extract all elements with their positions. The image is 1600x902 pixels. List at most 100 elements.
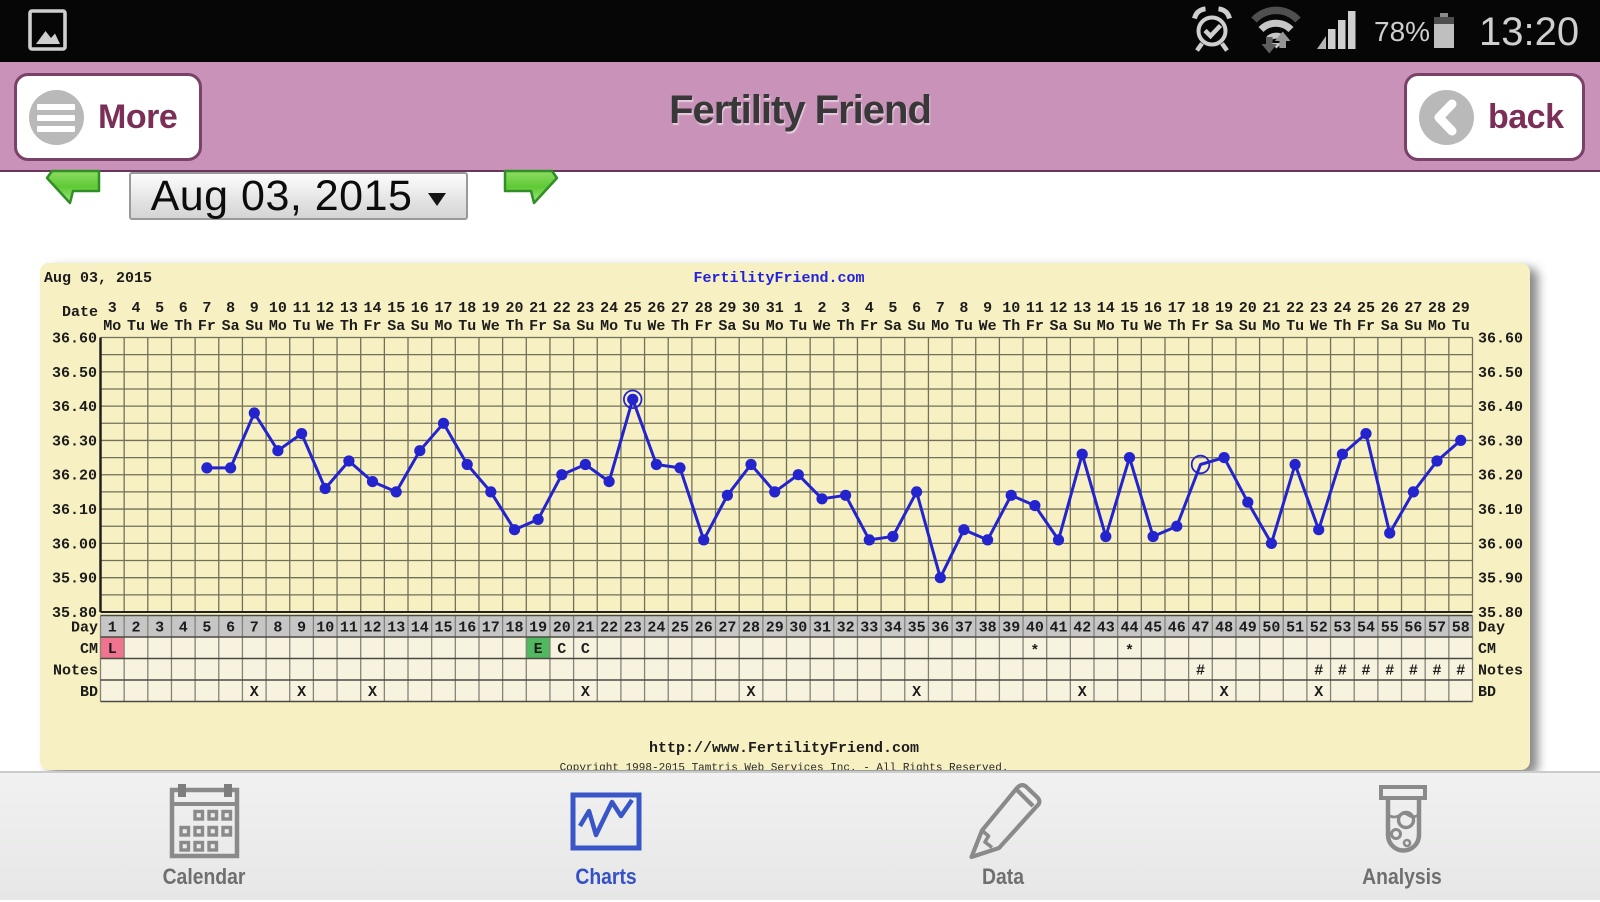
svg-text:X: X	[368, 684, 377, 701]
svg-text:36.50: 36.50	[52, 365, 97, 382]
svg-text:Sa: Sa	[1049, 318, 1067, 335]
svg-text:48: 48	[1215, 620, 1233, 637]
svg-text:22: 22	[600, 620, 618, 637]
svg-text:58: 58	[1452, 620, 1470, 637]
svg-text:#: #	[1409, 663, 1418, 680]
svg-text:X: X	[912, 684, 921, 701]
svg-text:19: 19	[482, 300, 500, 317]
svg-text:We: We	[151, 318, 169, 335]
svg-text:25: 25	[1357, 300, 1375, 317]
svg-text:Mo: Mo	[269, 318, 287, 335]
svg-text:29: 29	[766, 620, 784, 637]
svg-text:We: We	[979, 318, 997, 335]
svg-text:45: 45	[1144, 620, 1162, 637]
svg-text:33: 33	[860, 620, 878, 637]
svg-text:We: We	[482, 318, 500, 335]
svg-text:#: #	[1314, 663, 1323, 680]
svg-text:Tu: Tu	[1120, 318, 1138, 335]
svg-text:12: 12	[363, 620, 381, 637]
svg-text:4: 4	[131, 300, 140, 317]
svg-text:35.80: 35.80	[1478, 605, 1523, 622]
svg-text:29: 29	[1452, 300, 1470, 317]
svg-text:11: 11	[1026, 300, 1044, 317]
svg-text:19: 19	[529, 620, 547, 637]
svg-text:Tu: Tu	[789, 318, 807, 335]
svg-text:36.10: 36.10	[1478, 502, 1523, 519]
svg-text:Fr: Fr	[198, 318, 216, 335]
svg-text:*: *	[1030, 643, 1039, 660]
svg-text:We: We	[1310, 318, 1328, 335]
svg-text:Th: Th	[1333, 318, 1351, 335]
svg-text:Notes: Notes	[1478, 663, 1523, 680]
svg-text:21: 21	[576, 620, 594, 637]
svg-text:36.00: 36.00	[52, 536, 97, 553]
svg-text:CM: CM	[1478, 641, 1496, 658]
svg-text:23: 23	[576, 300, 594, 317]
svg-text:Sa: Sa	[387, 318, 405, 335]
svg-text:9: 9	[983, 300, 992, 317]
svg-text:36.20: 36.20	[1478, 468, 1523, 485]
svg-text:Fr: Fr	[1026, 318, 1044, 335]
svg-text:23: 23	[624, 620, 642, 637]
svg-text:We: We	[316, 318, 334, 335]
svg-text:Th: Th	[671, 318, 689, 335]
svg-text:20: 20	[553, 620, 571, 637]
svg-text:55: 55	[1381, 620, 1399, 637]
svg-text:14: 14	[411, 620, 429, 637]
svg-text:10: 10	[1002, 300, 1020, 317]
svg-text:BD: BD	[80, 684, 98, 701]
svg-text:Aug 03, 2015: Aug 03, 2015	[44, 270, 152, 287]
svg-text:1: 1	[108, 620, 117, 637]
svg-text:22: 22	[553, 300, 571, 317]
svg-text:7: 7	[250, 620, 259, 637]
svg-text:We: We	[647, 318, 665, 335]
svg-text:31: 31	[813, 620, 831, 637]
svg-text:Mo: Mo	[1262, 318, 1280, 335]
svg-text:20: 20	[1239, 300, 1257, 317]
svg-text:Mo: Mo	[766, 318, 784, 335]
svg-text:Su: Su	[411, 318, 429, 335]
svg-text:Tu: Tu	[1452, 318, 1470, 335]
svg-text:X: X	[1078, 684, 1087, 701]
svg-text:50: 50	[1262, 620, 1280, 637]
svg-text:Fr: Fr	[1191, 318, 1209, 335]
svg-text:16: 16	[411, 300, 429, 317]
svg-text:Fr: Fr	[860, 318, 878, 335]
svg-text:18: 18	[458, 300, 476, 317]
svg-text:3: 3	[155, 620, 164, 637]
svg-text:26: 26	[647, 300, 665, 317]
svg-text:21: 21	[529, 300, 547, 317]
svg-text:Sa: Sa	[884, 318, 902, 335]
svg-text:4: 4	[179, 620, 188, 637]
svg-text:35.90: 35.90	[1478, 571, 1523, 588]
svg-text:Sa: Sa	[1215, 318, 1233, 335]
svg-text:18: 18	[505, 620, 523, 637]
svg-text:Tu: Tu	[955, 318, 973, 335]
svg-text:36.40: 36.40	[1478, 399, 1523, 416]
svg-text:4: 4	[865, 300, 874, 317]
svg-text:17: 17	[434, 300, 452, 317]
svg-text:14: 14	[1097, 300, 1115, 317]
svg-text:Mo: Mo	[931, 318, 949, 335]
svg-text:Date: Date	[62, 304, 98, 321]
svg-text:3: 3	[108, 300, 117, 317]
svg-text:36.60: 36.60	[1478, 331, 1523, 348]
svg-text:30: 30	[742, 300, 760, 317]
svg-text:17: 17	[482, 620, 500, 637]
svg-text:Tu: Tu	[1286, 318, 1304, 335]
svg-text:36.60: 36.60	[52, 331, 97, 348]
svg-text:6: 6	[912, 300, 921, 317]
svg-text:46: 46	[1168, 620, 1186, 637]
svg-text:28: 28	[1428, 300, 1446, 317]
svg-text:FertilityFriend.com: FertilityFriend.com	[693, 270, 864, 287]
svg-text:11: 11	[293, 300, 311, 317]
svg-text:32: 32	[837, 620, 855, 637]
svg-text:35.80: 35.80	[52, 605, 97, 622]
svg-text:9: 9	[297, 620, 306, 637]
svg-text:7: 7	[936, 300, 945, 317]
svg-text:8: 8	[959, 300, 968, 317]
svg-text:19: 19	[1215, 300, 1233, 317]
svg-text:28: 28	[695, 300, 713, 317]
svg-text:We: We	[813, 318, 831, 335]
svg-text:Su: Su	[1073, 318, 1091, 335]
